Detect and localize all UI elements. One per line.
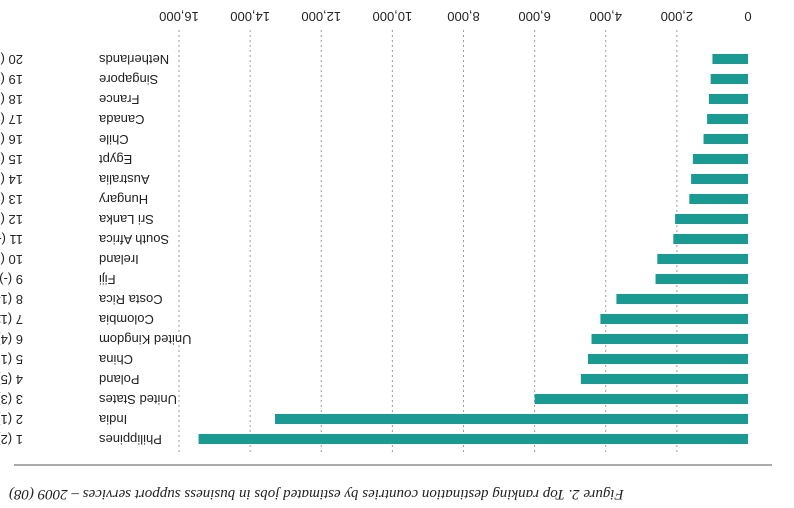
bar (692, 154, 748, 164)
country-label: Ireland (99, 252, 139, 267)
country-label: China (98, 352, 133, 367)
country-label: Canada (98, 112, 144, 127)
x-tick-label: 0 (744, 9, 751, 24)
bar (591, 334, 748, 344)
rank-label: 7 (11) (0, 312, 23, 327)
x-tick-label: 10,000 (372, 9, 412, 24)
rank-label: 1 (2) (0, 432, 23, 447)
bars (198, 54, 748, 444)
bar (534, 394, 748, 404)
rank-label: 5 (13) (0, 352, 23, 367)
rank-label: 10 (-) (0, 252, 23, 267)
rank-label: 12 (-) (0, 212, 23, 227)
bar (673, 234, 748, 244)
bar (703, 134, 748, 144)
bar (275, 414, 748, 424)
rank-label: 18 (16) (0, 92, 23, 107)
bar (712, 54, 748, 64)
rank-label: 14 (20) (0, 172, 23, 187)
country-label: Costa Rica (98, 292, 162, 307)
x-tick-label: 14,000 (230, 9, 270, 24)
bar (580, 374, 748, 384)
x-tick-label: 2,000 (661, 9, 694, 24)
country-label: Fiji (99, 272, 116, 287)
country-label: Philippines (99, 432, 162, 447)
rank-label: 6 (4) (0, 332, 23, 347)
rank-label: 19 (-) (0, 72, 23, 87)
country-label: Chile (99, 132, 129, 147)
country-label: Sri Lanka (98, 212, 154, 227)
country-label: Poland (99, 372, 139, 387)
country-label: Netherlands (99, 52, 170, 67)
country-label: France (99, 92, 139, 107)
country-label: Hungary (99, 192, 149, 207)
rank-label: 20 (-) (0, 52, 23, 67)
rank-label: 4 (5) (0, 372, 23, 387)
x-tick-label: 16,000 (159, 9, 199, 24)
bar (198, 434, 748, 444)
bar (707, 114, 748, 124)
bar (657, 254, 748, 264)
country-label: South Africa (98, 232, 169, 247)
x-tick-label: 12,000 (301, 9, 341, 24)
bar (616, 294, 748, 304)
bar (689, 194, 748, 204)
rank-label: 15 (-) (0, 152, 23, 167)
bar (587, 354, 748, 364)
gridlines (178, 30, 678, 452)
x-tick-label: 6,000 (518, 9, 551, 24)
country-label: Egypt (99, 152, 133, 167)
country-label: United Kingdom (99, 332, 192, 347)
bar (655, 274, 748, 284)
x-tick-label: 8,000 (447, 9, 480, 24)
rank-label: 17 (6) (0, 112, 23, 127)
rank-label: 8 (14) (0, 292, 23, 307)
rank-label: 2 (1) (0, 412, 23, 427)
rank-label: 13 (15) (0, 192, 23, 207)
country-label: United States (99, 392, 178, 407)
country-label: Colombia (98, 312, 154, 327)
figure-caption: Figure 2. Top ranking destination countr… (9, 486, 625, 502)
x-axis-ticks: 0 2,000 4,000 6,000 8,000 10,000 12,000 14,000 1… (159, 9, 752, 24)
rank-label: 16 (-) (0, 132, 23, 147)
country-label: Australia (98, 172, 149, 187)
x-tick-label: 4,000 (589, 9, 622, 24)
rank-label: 9 (-) (0, 272, 23, 287)
bar (710, 74, 748, 84)
country-label: India (98, 412, 127, 427)
bar (691, 174, 748, 184)
rank-label: 11 (-) (0, 232, 23, 247)
bar (708, 94, 748, 104)
country-label: Singapore (99, 72, 158, 87)
rank-label: 3 (3) (0, 392, 23, 407)
category-labels: 1 (2) Philippines 2 (1) India 3 (3) United St… (0, 52, 192, 447)
bar (600, 314, 748, 324)
bar (675, 214, 748, 224)
